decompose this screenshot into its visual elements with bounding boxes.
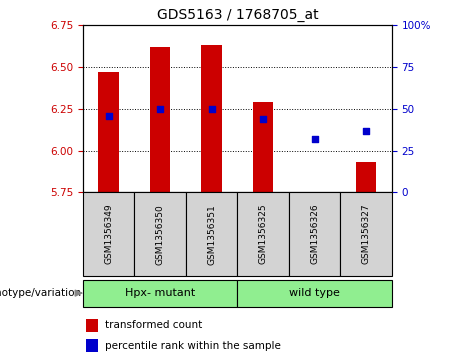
Text: genotype/variation: genotype/variation bbox=[0, 288, 82, 298]
Bar bbox=[340, 192, 392, 276]
Text: percentile rank within the sample: percentile rank within the sample bbox=[105, 341, 280, 351]
Text: GSM1356351: GSM1356351 bbox=[207, 204, 216, 265]
Title: GDS5163 / 1768705_at: GDS5163 / 1768705_at bbox=[157, 8, 318, 22]
Text: GSM1356326: GSM1356326 bbox=[310, 204, 319, 265]
Bar bbox=[356, 162, 376, 192]
Bar bbox=[150, 47, 171, 192]
Text: wild type: wild type bbox=[289, 288, 340, 298]
Bar bbox=[83, 280, 237, 307]
Bar bbox=[86, 339, 98, 352]
Bar bbox=[237, 280, 392, 307]
Text: Hpx- mutant: Hpx- mutant bbox=[125, 288, 195, 298]
Text: GSM1356325: GSM1356325 bbox=[259, 204, 268, 265]
Bar bbox=[201, 45, 222, 192]
Text: GSM1356349: GSM1356349 bbox=[104, 204, 113, 265]
Point bbox=[208, 106, 215, 112]
Bar bbox=[98, 72, 119, 192]
Point bbox=[260, 116, 267, 122]
Point bbox=[311, 136, 318, 142]
Bar bbox=[237, 192, 289, 276]
Bar bbox=[186, 192, 237, 276]
Bar bbox=[289, 192, 340, 276]
Point bbox=[362, 128, 370, 134]
Bar bbox=[253, 102, 273, 192]
Text: GSM1356350: GSM1356350 bbox=[156, 204, 165, 265]
Bar bbox=[135, 192, 186, 276]
Bar bbox=[83, 192, 135, 276]
Point bbox=[156, 106, 164, 112]
Bar bbox=[86, 319, 98, 332]
Text: transformed count: transformed count bbox=[105, 321, 202, 330]
Point bbox=[105, 113, 112, 118]
Text: GSM1356327: GSM1356327 bbox=[361, 204, 371, 265]
